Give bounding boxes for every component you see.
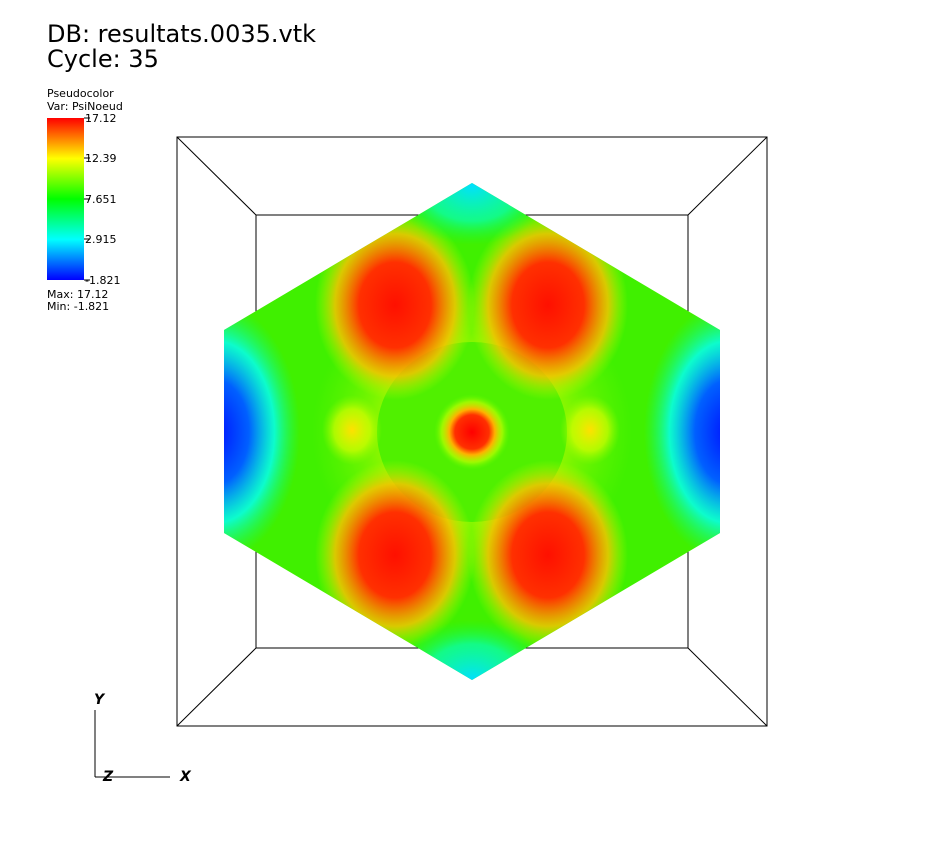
legend-max: Max: 17.12 <box>47 288 108 301</box>
axis-y-label: Y <box>94 692 106 708</box>
legend-plot: Pseudocolor <box>47 87 114 100</box>
axis-z-label: Z <box>102 769 114 785</box>
legend-tick-label: 17.12 <box>85 112 117 125</box>
legend-tick-label: 7.651 <box>85 193 117 206</box>
axis-x-label: X <box>179 769 192 785</box>
cycle-title: Cycle: 35 <box>47 45 159 73</box>
legend-min: Min: -1.821 <box>47 300 109 313</box>
color-bar-ticks <box>84 117 90 281</box>
legend-tick-label: 12.39 <box>85 152 117 165</box>
database-title: DB: resultats.0035.vtk <box>47 20 316 48</box>
legend-tick-label: 2.915 <box>85 233 117 246</box>
pseudocolor-field <box>224 183 720 680</box>
axis-triad <box>94 710 170 778</box>
color-bar <box>47 118 84 280</box>
legend-tick-label: -1.821 <box>85 274 120 287</box>
legend-variable: Var: PsiNoeud <box>47 100 123 113</box>
